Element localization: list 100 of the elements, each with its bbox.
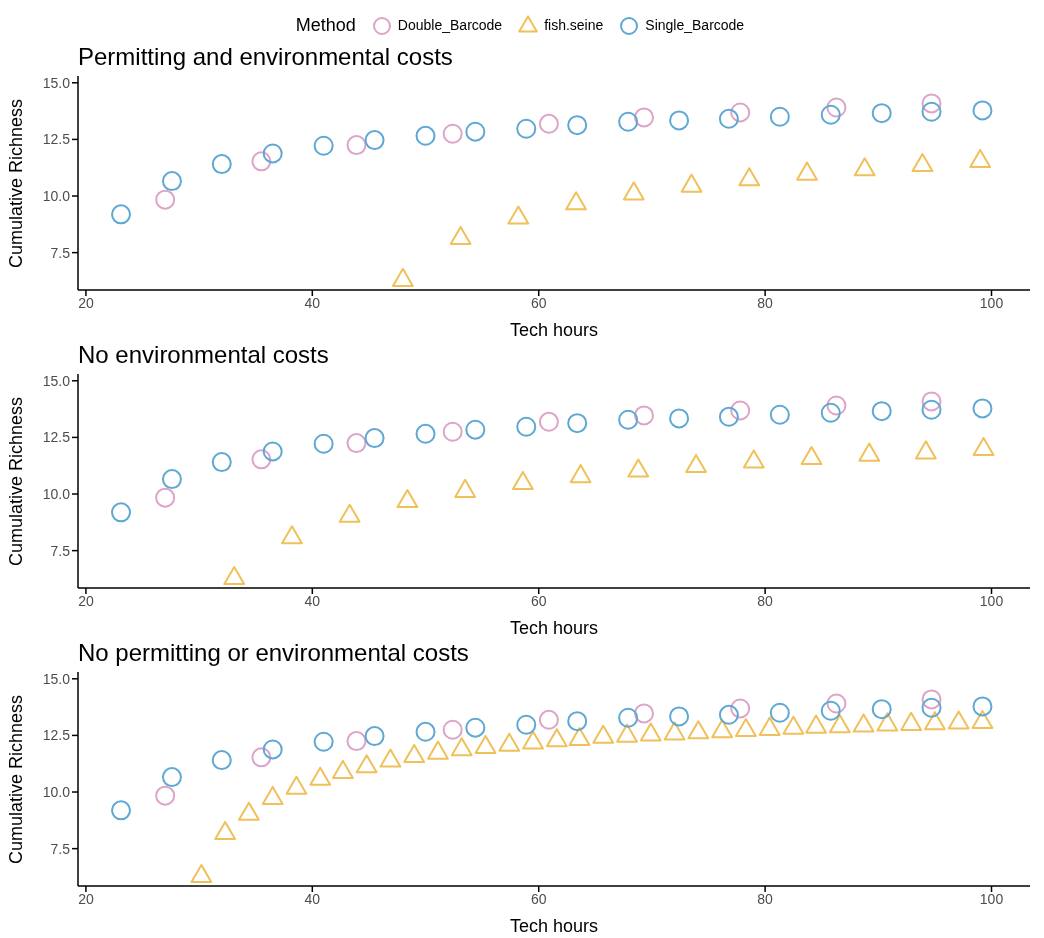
point [858,442,881,462]
point [391,267,414,287]
point [569,464,592,484]
point [738,167,761,187]
x-tick-label: 80 [757,890,774,907]
point [633,703,654,724]
point [346,433,367,454]
point [538,709,559,730]
point [687,720,710,740]
legend-label: Single_Barcode [644,16,745,35]
point [769,702,790,723]
point [769,404,790,425]
point [223,566,246,586]
x-tick-label: 60 [530,890,547,907]
point [924,711,946,731]
point [680,173,703,193]
y-tick-label: 15.0 [42,372,71,389]
y-axis-title: Cumulative Richness [6,396,27,566]
x-tick-label: 20 [78,890,94,907]
x-tick-label: 80 [757,592,774,609]
point [871,401,892,422]
y-tick-label: 12.5 [42,429,71,446]
point [826,395,847,416]
x-tick-label: 40 [304,890,321,907]
point [618,707,639,728]
point [214,820,237,841]
point [465,121,486,142]
legend-title: Method [295,14,356,36]
point [379,748,402,768]
point [618,409,639,430]
point [285,775,308,795]
y-tick-label: 10.0 [42,485,71,502]
point [622,181,645,201]
point [309,766,332,786]
point [190,864,213,884]
point [758,716,781,736]
point [211,452,232,473]
y-tick-label: 12.5 [42,131,71,148]
point [618,111,639,132]
point [111,502,132,523]
point [947,710,970,730]
point [627,458,650,478]
point [685,453,707,474]
point [782,715,805,735]
x-tick-label: 60 [530,592,547,609]
x-tick-label: 20 [78,592,94,609]
point [403,743,426,764]
point [900,711,923,731]
point [972,696,993,717]
point [972,436,995,457]
point [415,423,436,444]
point [921,101,942,122]
y-axis-title: Cumulative Richness [6,694,27,864]
point [313,731,334,752]
point [313,135,334,156]
point [921,93,942,114]
point [442,719,463,740]
point [852,713,875,733]
point [511,470,534,490]
point [465,717,486,738]
point [427,740,449,760]
point [364,428,385,449]
point [669,110,690,131]
point [639,722,662,742]
point [828,714,851,734]
point [921,689,942,710]
point [565,191,587,211]
point [396,489,419,509]
y-tick-label: 12.5 [42,727,71,744]
point [238,801,260,821]
point [538,113,559,134]
point [338,503,361,523]
point [921,391,942,412]
point [516,118,537,139]
x-tick-label: 40 [304,294,321,311]
point [442,123,463,144]
point [346,135,367,156]
point [262,143,283,164]
point [592,724,615,744]
y-tick-label: 7.5 [50,840,71,857]
point [742,449,765,469]
point [161,469,182,490]
point [711,719,733,739]
point [871,699,892,720]
point [633,107,654,128]
x-tick-label: 40 [304,592,321,609]
point [346,731,367,752]
point [331,759,354,779]
point [516,714,537,735]
x-tick-label: 100 [979,592,1004,609]
point [498,732,521,752]
point [826,693,847,714]
point [796,161,818,181]
x-axis-title: Tech hours [509,618,599,638]
point [972,100,993,121]
point [730,102,751,123]
point [522,730,544,750]
point [567,413,588,434]
point [262,739,283,760]
x-axis-title: Tech hours [509,916,599,936]
